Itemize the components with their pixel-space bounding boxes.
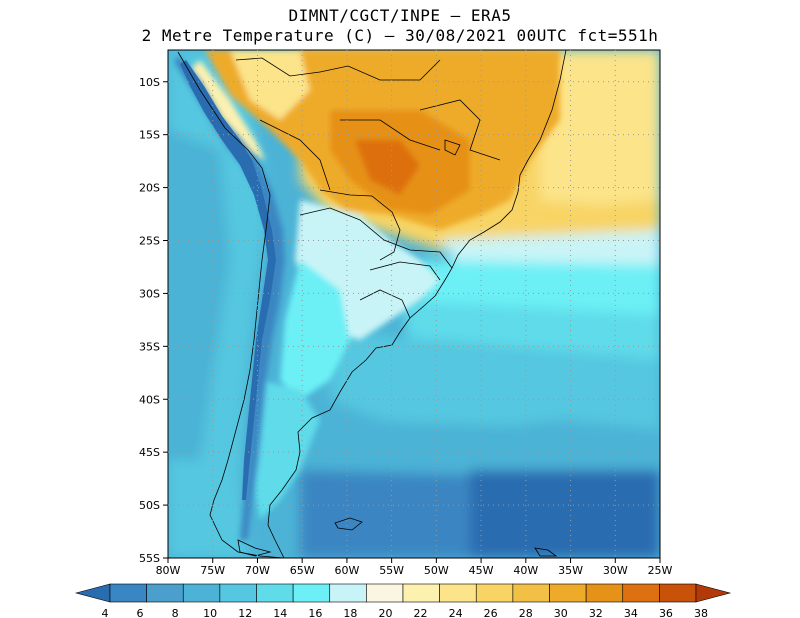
lon-tick-label: 60W	[334, 564, 359, 577]
lat-tick-label: 20S	[139, 182, 160, 195]
lon-tick-label: 55W	[379, 564, 404, 577]
lat-tick-label: 10S	[139, 76, 160, 89]
colorbar-label: 8	[172, 607, 179, 618]
lon-tick-label: 70W	[245, 564, 270, 577]
colorbar-label: 24	[449, 607, 463, 618]
colorbar-swatch	[256, 583, 294, 603]
lon-tick-label: 50W	[424, 564, 449, 577]
colorbar-swatch	[622, 583, 660, 603]
lon-tick-label: 65W	[290, 564, 315, 577]
colorbar-swatch	[439, 583, 477, 603]
colorbar-swatch	[366, 583, 404, 603]
colorbar-swatch	[402, 583, 440, 603]
colorbar-swatch	[109, 583, 147, 603]
colorbar-arrow-high	[695, 583, 732, 603]
colorbar-label: 36	[659, 607, 673, 618]
lat-tick-label: 55S	[139, 552, 160, 565]
colorbar-label: 6	[137, 607, 144, 618]
lon-tick-label: 75W	[200, 564, 225, 577]
colorbar-swatch	[219, 583, 257, 603]
colorbar-swatch	[549, 583, 587, 603]
colorbar-label: 26	[484, 607, 498, 618]
colorbar-swatch	[512, 583, 550, 603]
lon-tick-label: 30W	[603, 564, 628, 577]
colorbar-swatch	[329, 583, 367, 603]
colorbar-swatch	[292, 583, 331, 603]
colorbar: 4 6 8 10 12 14 16 18 20 22 24 26 28 30 32 34 36 38	[74, 583, 732, 618]
colorbar-label: 16	[308, 607, 322, 618]
lon-tick-label: 45W	[469, 564, 494, 577]
colorbar-label: 38	[694, 607, 708, 618]
map-frame	[167, 49, 661, 559]
colorbar-arrow-low	[74, 583, 111, 603]
map-title-line1: DIMNT/CGCT/INPE – ERA5	[288, 6, 512, 25]
colorbar-label: 30	[554, 607, 568, 618]
lon-tick-label: 40W	[513, 564, 538, 577]
colorbar-swatch	[585, 583, 624, 603]
lon-tick-label: 25W	[648, 564, 673, 577]
lat-tick-label: 25S	[139, 235, 160, 248]
colorbar-label: 32	[589, 607, 603, 618]
temperature-field	[168, 50, 660, 558]
colorbar-label: 22	[414, 607, 428, 618]
lat-tick-label: 15S	[139, 129, 160, 142]
map-title-line2: 2 Metre Temperature (C) – 30/08/2021 00U…	[141, 26, 659, 45]
colorbar-label: 34	[624, 607, 638, 618]
colorbar-swatch	[146, 583, 184, 603]
graticule	[168, 50, 660, 558]
lat-tick-label: 40S	[139, 393, 160, 406]
lon-tick-label: 80W	[156, 564, 181, 577]
colorbar-swatch	[475, 583, 514, 603]
colorbar-swatch	[182, 583, 221, 603]
colorbar-label: 18	[343, 607, 357, 618]
colorbar-label: 4	[102, 607, 109, 618]
lat-tick-label: 30S	[139, 287, 160, 300]
colorbar-label: 20	[378, 607, 392, 618]
colorbar-label: 14	[273, 607, 287, 618]
lat-tick-label: 45S	[139, 446, 160, 459]
lon-tick-label: 35W	[558, 564, 583, 577]
lat-tick-label: 50S	[139, 499, 160, 512]
colorbar-label: 10	[203, 607, 217, 618]
colorbar-label: 12	[238, 607, 252, 618]
colorbar-swatch	[659, 583, 697, 603]
lat-tick-label: 35S	[139, 340, 160, 353]
colorbar-label: 28	[519, 607, 533, 618]
